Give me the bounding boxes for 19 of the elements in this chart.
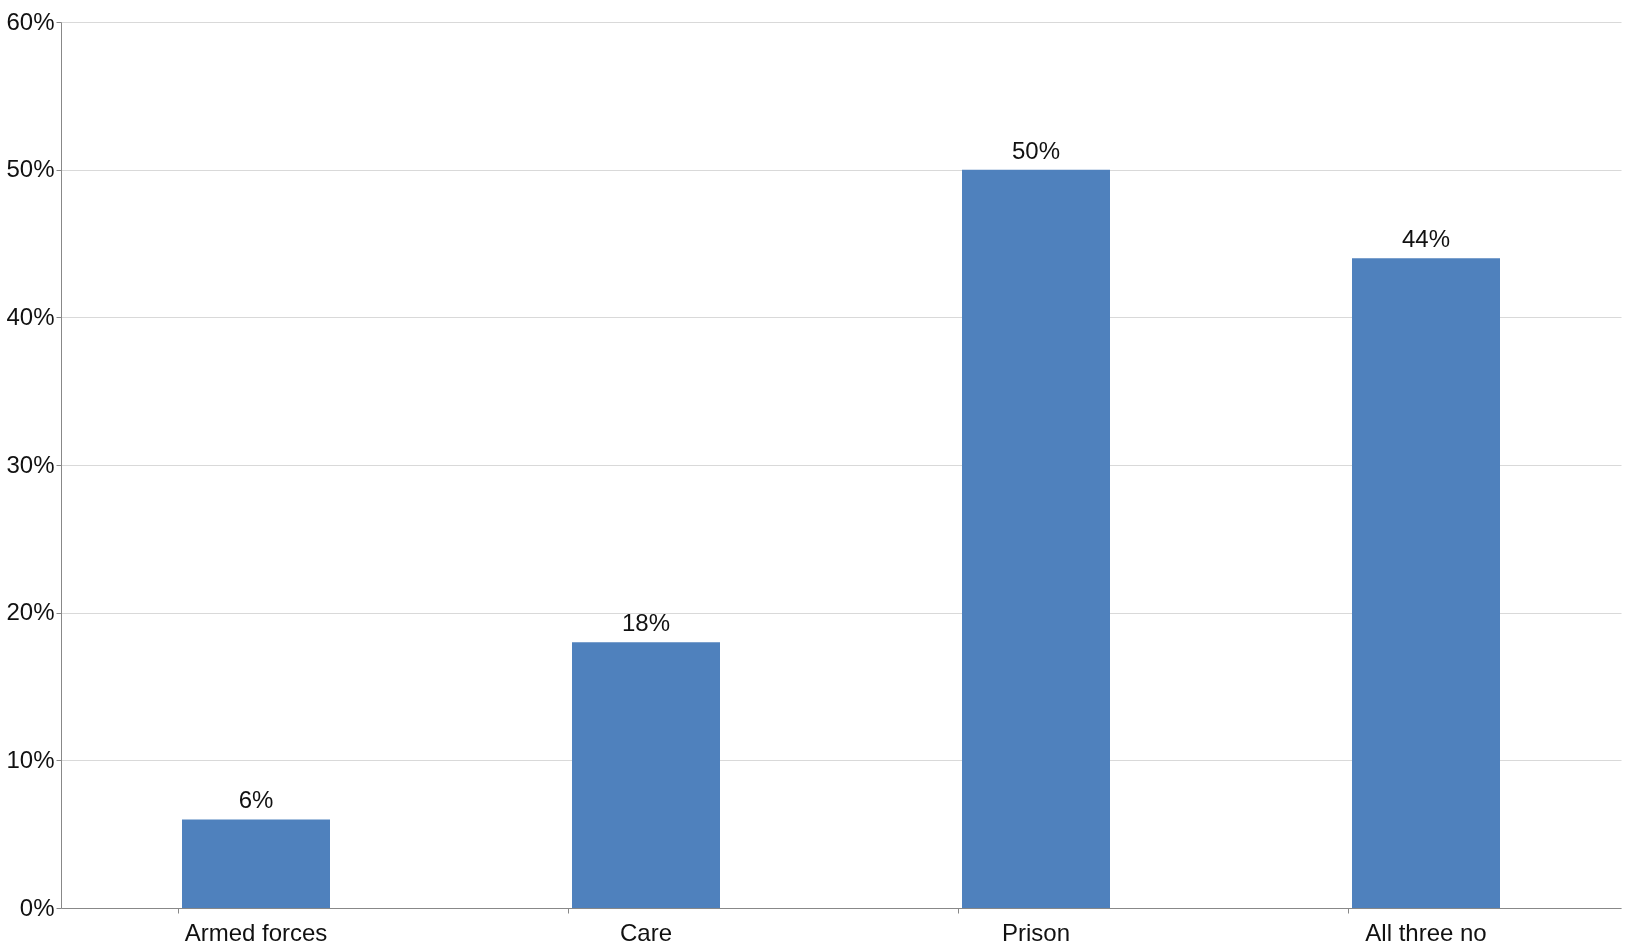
y-tick-label: 10% <box>6 745 55 773</box>
bar <box>962 169 1110 908</box>
data-label: 44% <box>1401 225 1451 253</box>
y-tick-label: 30% <box>6 450 55 478</box>
bar <box>572 642 720 908</box>
bar <box>182 819 330 908</box>
data-label: 50% <box>1011 136 1061 164</box>
x-tick-label: All three no <box>1365 918 1487 946</box>
y-tick-label: 50% <box>6 155 55 183</box>
y-tick-label: 0% <box>19 893 55 921</box>
data-label: 6% <box>238 786 274 814</box>
y-tick-label: 20% <box>6 598 55 626</box>
data-label: 18% <box>621 609 671 637</box>
bar <box>1352 258 1500 908</box>
x-tick-label: Prison <box>1001 918 1071 946</box>
y-tick-label: 60% <box>6 7 55 35</box>
x-tick-label: Armed forces <box>184 918 328 946</box>
y-tick-label: 40% <box>6 302 55 330</box>
x-tick-label: Care <box>619 918 673 946</box>
